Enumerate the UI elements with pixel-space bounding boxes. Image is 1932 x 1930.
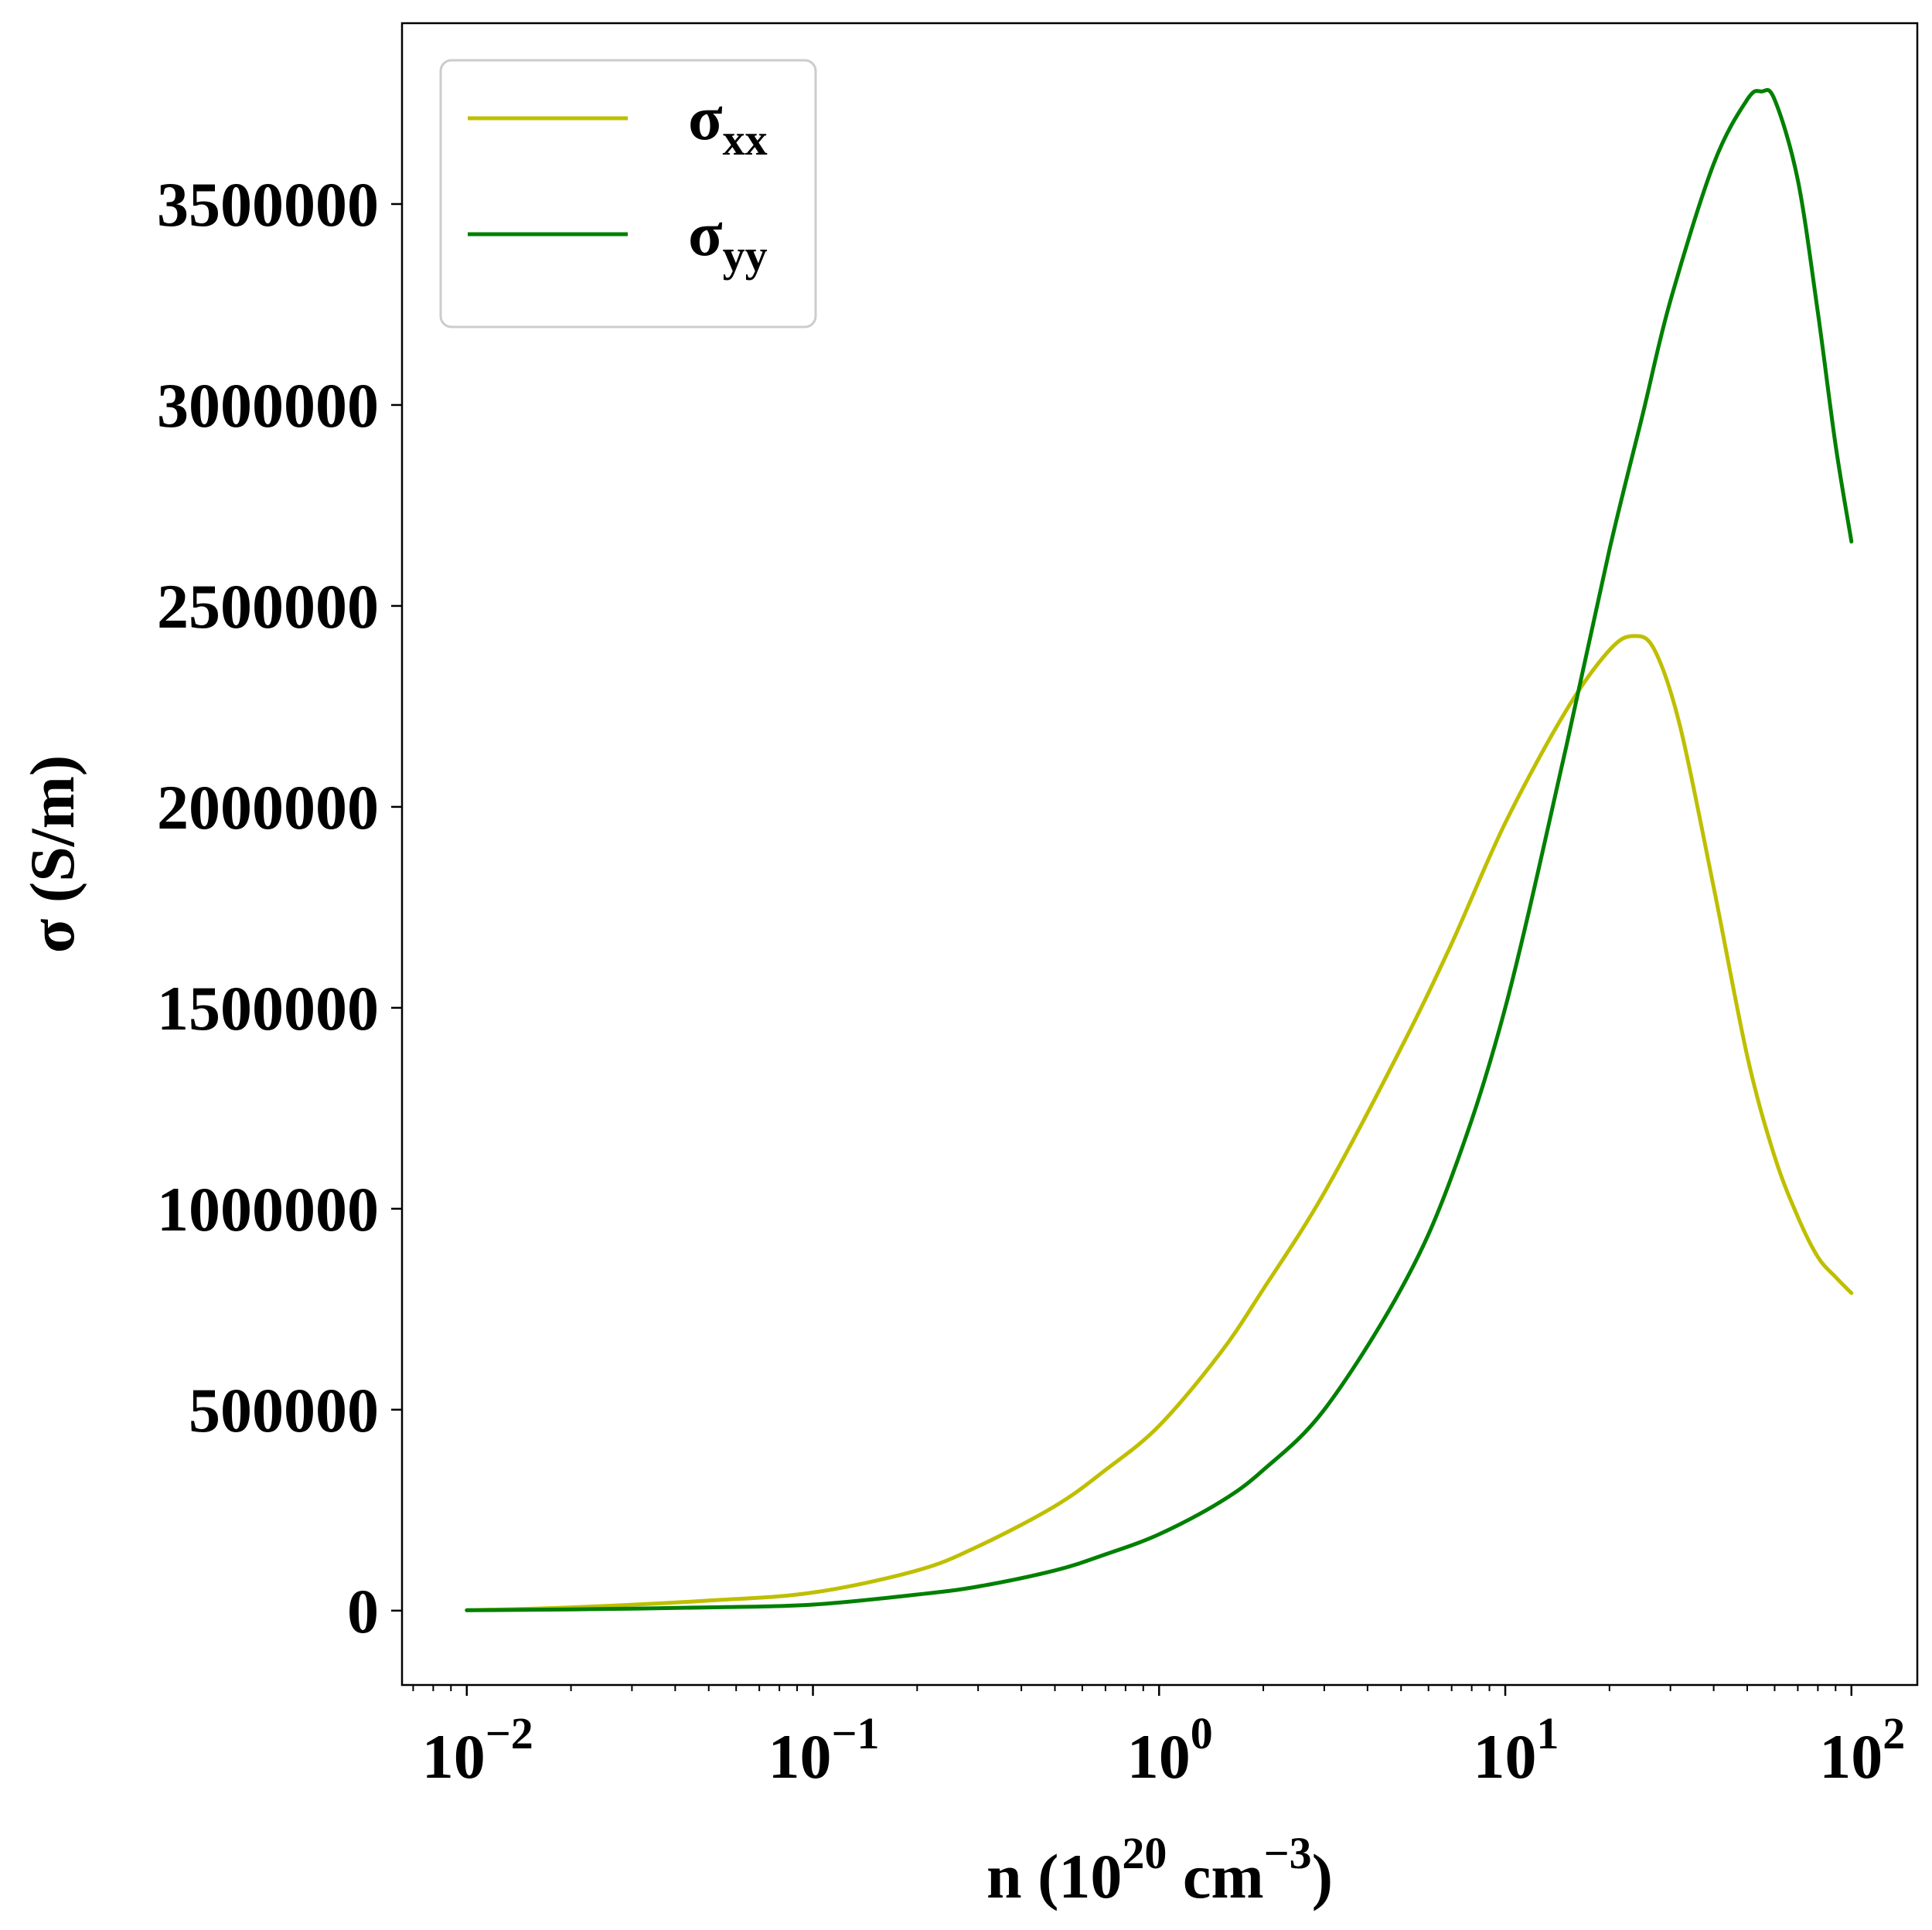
x-tick-label-1: 101 [1474, 1708, 1559, 1792]
legend-label-sigma-xx-base: σ [688, 83, 723, 153]
y-tick-label-2500000: 2500000 [157, 571, 379, 642]
x-axis-label-unit: cm [1167, 1841, 1263, 1911]
x-axis-label-base: n (10 [986, 1841, 1122, 1911]
y-tick-label-3500000: 3500000 [157, 169, 379, 240]
y-tick-label-3000000: 3000000 [157, 370, 379, 441]
series-layer [465, 87, 1854, 1612]
y-tick-label-0: 0 [347, 1576, 379, 1646]
y-tick-label-500000: 500000 [189, 1375, 379, 1445]
x-tick-label-−2: 10−2 [422, 1708, 533, 1792]
x-tick-label-0: 100 [1127, 1708, 1213, 1792]
y-axis-label: σ (S/m) [17, 755, 87, 953]
series-line-xx [465, 634, 1854, 1612]
axis-layer: 0 500000 1000000 1500000 2000000 2500000 30000… [157, 169, 1905, 1792]
x-axis-label: n (1020 cm−3) [986, 1828, 1333, 1911]
legend-label-sigma-yy-subscript: yy [723, 230, 768, 281]
x-axis-label-exponent-1: 20 [1122, 1828, 1167, 1878]
legend-label-sigma-xx: σxx [688, 83, 768, 165]
legend-label-sigma-yy: σyy [688, 199, 768, 281]
y-tick-label-2000000: 2000000 [157, 772, 379, 842]
x-axis-label-close: ) [1312, 1841, 1333, 1911]
x-tick-label-−1: 10−1 [768, 1708, 879, 1792]
legend-label-sigma-xx-subscript: xx [723, 114, 768, 165]
legend-label-sigma-yy-base: σ [688, 199, 723, 269]
x-tick-label-2: 102 [1819, 1708, 1905, 1792]
y-tick-label-1000000: 1000000 [157, 1174, 379, 1244]
series-line-yy [465, 87, 1854, 1612]
legend-frame [439, 59, 817, 328]
y-tick-label-1500000: 1500000 [157, 973, 379, 1043]
x-axis-label-exponent-2: −3 [1264, 1828, 1312, 1878]
legend: σxx σyy [439, 59, 817, 328]
